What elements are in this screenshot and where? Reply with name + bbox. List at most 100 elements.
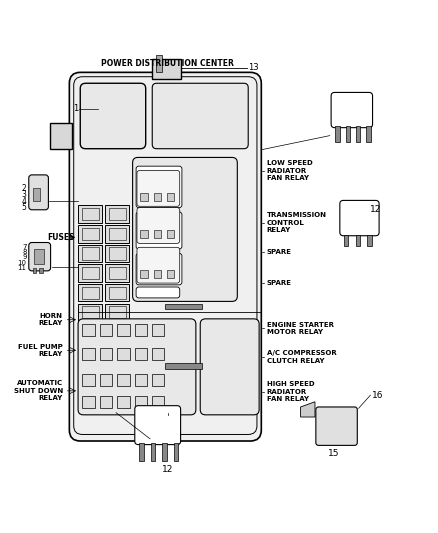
Bar (78, 225, 102, 243)
Text: HIGH SPEED
RADIATOR
FAN RELAY: HIGH SPEED RADIATOR FAN RELAY (267, 381, 314, 402)
Bar (154, 274, 161, 281)
FancyBboxPatch shape (137, 171, 180, 206)
Bar (82, 396, 95, 408)
Bar (81, 228, 99, 240)
Text: HORN
RELAY: HORN RELAY (39, 313, 63, 327)
Bar (105, 343, 129, 360)
Bar (137, 350, 145, 358)
FancyBboxPatch shape (80, 83, 146, 149)
Bar (33, 188, 40, 201)
Bar (82, 348, 95, 360)
Bar (33, 268, 36, 273)
Text: 11: 11 (18, 265, 27, 271)
Bar (85, 350, 92, 358)
Bar (34, 249, 45, 264)
Bar (143, 239, 150, 246)
Bar (152, 396, 164, 408)
Text: 4: 4 (22, 197, 27, 206)
Bar (164, 287, 171, 294)
Text: 16: 16 (372, 391, 383, 400)
Bar (320, 422, 328, 429)
Text: 3: 3 (22, 190, 27, 199)
Text: 7: 7 (22, 244, 27, 250)
Text: 12: 12 (371, 205, 382, 214)
Bar (135, 324, 147, 336)
Bar (343, 422, 351, 429)
Bar (143, 274, 150, 281)
Bar (109, 267, 126, 279)
FancyBboxPatch shape (135, 406, 180, 445)
Bar (165, 364, 202, 369)
Bar (109, 287, 126, 299)
Bar (78, 343, 102, 360)
Bar (332, 422, 340, 429)
Text: TRANSMISSION
CONTROL
RELAY: TRANSMISSION CONTROL RELAY (267, 212, 327, 233)
FancyBboxPatch shape (136, 212, 182, 249)
Bar (109, 326, 126, 338)
FancyBboxPatch shape (137, 247, 180, 283)
FancyBboxPatch shape (331, 92, 373, 128)
Bar (320, 431, 328, 438)
Text: POWER DISTRIBUTION CENTER: POWER DISTRIBUTION CENTER (101, 59, 234, 68)
Bar (343, 431, 351, 438)
Bar (105, 264, 129, 282)
Bar (166, 270, 174, 278)
Bar (81, 345, 99, 358)
Text: ENGINE STARTER
MOTOR RELAY: ENGINE STARTER MOTOR RELAY (267, 322, 334, 335)
Bar (81, 306, 99, 318)
Bar (109, 345, 126, 358)
Bar (85, 376, 92, 384)
FancyBboxPatch shape (137, 207, 180, 244)
Bar (154, 270, 161, 278)
FancyBboxPatch shape (78, 319, 196, 415)
Bar (82, 324, 95, 336)
Bar (152, 348, 164, 360)
Text: 10: 10 (18, 260, 27, 265)
Bar (135, 374, 147, 386)
Bar (166, 230, 174, 238)
Bar (105, 304, 129, 321)
FancyBboxPatch shape (340, 200, 379, 236)
Text: 13: 13 (248, 63, 259, 72)
Bar (166, 193, 174, 201)
Bar (78, 245, 102, 262)
Text: A/C COMPRESSOR
CLUTCH RELAY: A/C COMPRESSOR CLUTCH RELAY (267, 350, 336, 364)
Bar (346, 126, 350, 142)
Bar (39, 268, 43, 273)
Bar (135, 396, 147, 408)
Bar (164, 274, 171, 281)
Bar (154, 193, 161, 201)
Bar (50, 123, 71, 149)
FancyBboxPatch shape (29, 175, 49, 210)
Text: AUTOMATIC
SHUT DOWN
RELAY: AUTOMATIC SHUT DOWN RELAY (14, 381, 63, 401)
Text: 5: 5 (22, 203, 27, 212)
Bar (120, 350, 127, 358)
Bar (120, 376, 127, 384)
Bar (155, 398, 162, 406)
Bar (109, 247, 126, 260)
Bar (335, 126, 339, 142)
Bar (152, 374, 164, 386)
Bar (81, 267, 99, 279)
Text: FUEL PUMP
RELAY: FUEL PUMP RELAY (18, 343, 63, 357)
Bar (137, 376, 145, 384)
Bar (117, 348, 130, 360)
Bar (102, 326, 110, 334)
Bar (102, 350, 110, 358)
Bar (100, 396, 112, 408)
Text: SPARE: SPARE (267, 280, 292, 286)
Bar (156, 55, 162, 72)
Bar (109, 306, 126, 318)
Text: 8: 8 (22, 249, 27, 255)
Bar (154, 287, 161, 294)
Bar (143, 287, 150, 294)
Bar (141, 270, 148, 278)
Text: 9: 9 (22, 254, 27, 260)
FancyBboxPatch shape (152, 83, 248, 149)
Bar (155, 376, 162, 384)
Bar (137, 398, 145, 406)
Bar (174, 443, 178, 461)
Bar (85, 398, 92, 406)
Bar (165, 304, 202, 309)
Text: SPARE: SPARE (267, 249, 292, 255)
